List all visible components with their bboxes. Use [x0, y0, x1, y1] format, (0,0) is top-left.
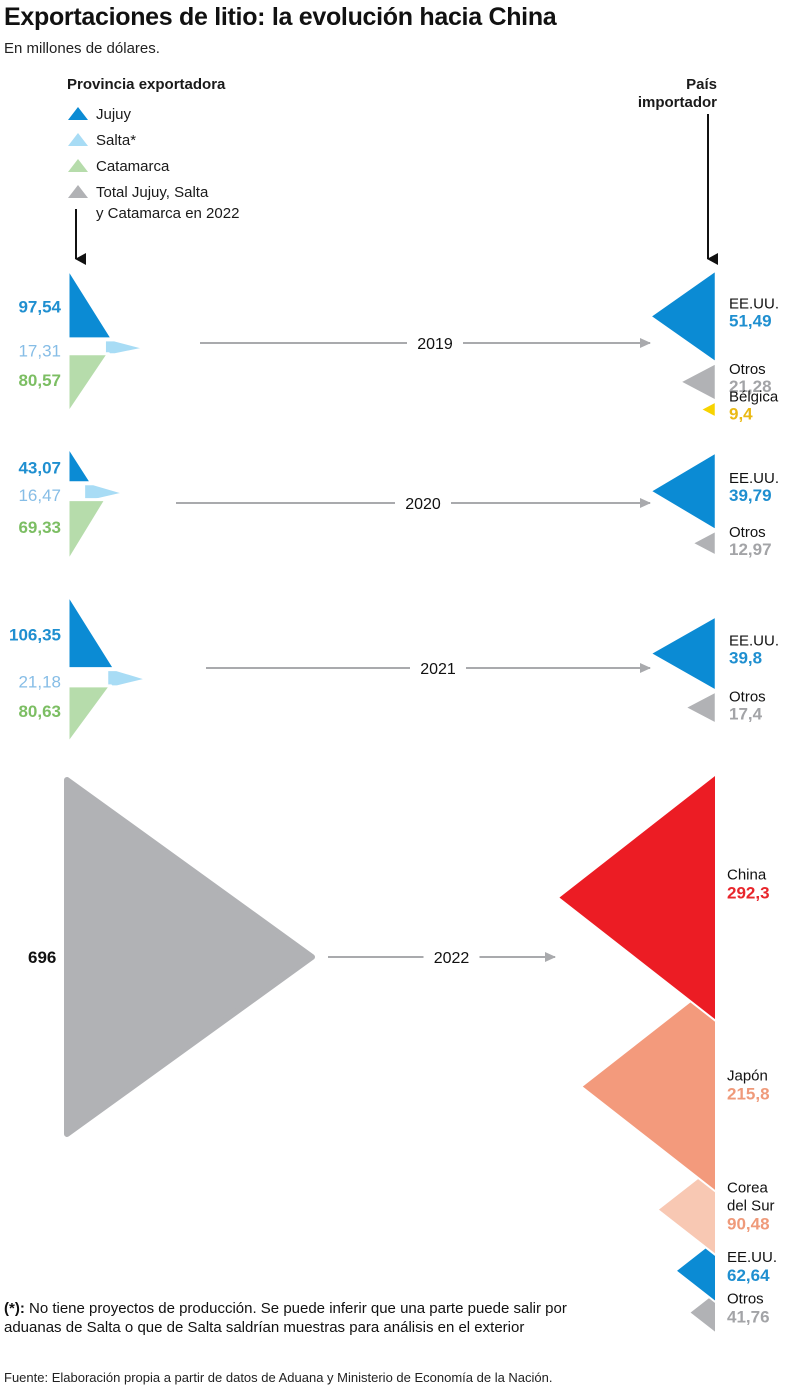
legend-triangle-icon — [68, 185, 88, 198]
exporter-value-label: 97,54 — [18, 297, 61, 316]
importer-name-label: Corea — [727, 1180, 769, 1197]
importer-segment — [683, 689, 718, 726]
exporter-segment-catamarca — [66, 498, 108, 564]
importer-value-label: 12,97 — [729, 540, 772, 559]
importer-name-label: Otros — [729, 689, 766, 706]
importer-name-label: China — [727, 867, 767, 884]
importer-segment — [656, 1162, 717, 1257]
importer-name-label: Otros — [727, 1290, 764, 1307]
footnote-text: No tiene proyectos de producción. Se pue… — [4, 1300, 567, 1336]
exporter-value-label: 106,35 — [9, 625, 61, 644]
importer-segment — [648, 268, 718, 364]
legend-item-salta: Salta* — [66, 130, 136, 151]
importer-segment — [648, 450, 718, 532]
legend-label: Salta* — [96, 132, 137, 149]
year-label: 2019 — [417, 336, 453, 353]
exporter-segment-jujuy — [66, 266, 114, 341]
exporter-value-label: 80,57 — [18, 371, 61, 390]
legend-triangle-icon — [68, 159, 88, 172]
legend-triangle-icon — [68, 107, 88, 120]
importer-name-label: EE.UU. — [729, 470, 779, 487]
chart-subtitle: En millones de dólares. — [4, 40, 160, 57]
exporter-segment-catamarca — [66, 352, 110, 416]
importer-segment — [674, 1238, 717, 1304]
importer-name-label: Otros — [729, 361, 766, 378]
importer-value-label: 51,49 — [729, 311, 772, 330]
importer-name-label: EE.UU. — [729, 295, 779, 312]
importer-name-label: EE.UU. — [727, 1249, 777, 1266]
year-label: 2020 — [405, 496, 441, 513]
exporter-value-label: 16,47 — [18, 486, 61, 505]
legend-item-catamarca: Catamarca — [66, 156, 169, 177]
exporter-segment-salta — [82, 482, 128, 503]
legend-label: Catamarca — [96, 158, 170, 175]
exporter-value-label: 69,33 — [18, 518, 61, 537]
legend-label: Total Jujuy, Salta y Catamarca en 2022 — [96, 184, 240, 222]
importer-segment — [698, 399, 718, 420]
importer-segment — [678, 361, 718, 403]
importer-segment — [556, 773, 717, 1023]
importer-name-label: Otros — [729, 524, 766, 541]
legend-swatch — [68, 159, 88, 172]
legend-item-total: Total Jujuy, Salta y Catamarca en 2022 — [66, 182, 239, 224]
importer-value-label: 9,4 — [729, 405, 753, 424]
legend-title: Provincia exportadora — [67, 76, 226, 93]
importer-name-label: del Sur — [727, 1198, 775, 1215]
legend-label: Jujuy — [96, 106, 132, 123]
footnote-marker: (*): — [4, 1300, 25, 1317]
exporter-segment-jujuy — [66, 444, 94, 485]
exporter-value-label: 43,07 — [18, 458, 61, 477]
footnote: (*): No tiene proyectos de producción. S… — [4, 1299, 604, 1337]
exporter-segment-total — [64, 777, 315, 1137]
importer-segment — [580, 980, 717, 1193]
exporter-segment-salta — [105, 668, 151, 689]
exporter-value-label: 21,18 — [18, 672, 61, 691]
legend-swatch — [68, 107, 88, 120]
importer-value-label: 292,3 — [727, 884, 770, 903]
importer-value-label: 41,76 — [727, 1307, 770, 1326]
importer-value-label: 62,64 — [727, 1266, 770, 1285]
importer-value-label: 21,28 — [729, 377, 772, 396]
importer-value-label: 39,79 — [729, 486, 772, 505]
importer-value-label: 17,4 — [729, 705, 763, 724]
source-note: Fuente: Elaboración propia a partir de d… — [4, 1370, 553, 1385]
importer-name-label: Bélgica — [729, 389, 779, 406]
importer-segment — [648, 614, 718, 693]
importer-value-label: 39,8 — [729, 649, 762, 668]
importer-title: País importador — [637, 76, 717, 111]
importer-segment — [687, 1290, 717, 1335]
importer-value-label: 90,48 — [727, 1215, 770, 1234]
year-label: 2021 — [420, 661, 456, 678]
exporter-value-label: 80,63 — [18, 702, 61, 721]
exporter-value-label: 17,31 — [18, 341, 61, 360]
exporter-segment-catamarca — [66, 684, 113, 746]
legend-triangle-icon — [68, 133, 88, 146]
year-group-2019: 97,54 17,31 80,57 2019 EE.UU.51,49 Otros21,28… — [18, 266, 779, 424]
importer-segment — [690, 529, 718, 558]
importer-name-label: Japón — [727, 1068, 768, 1085]
legend-swatch — [68, 185, 88, 198]
exporter-value-label: 696 — [28, 948, 56, 967]
importer-value-label: 215,8 — [727, 1085, 770, 1104]
year-label: 2022 — [434, 950, 470, 967]
legend-item-jujuy: Jujuy — [66, 104, 131, 125]
exporter-segment-salta — [102, 338, 148, 357]
chart-title: Exportaciones de litio: la evolución hac… — [4, 3, 557, 31]
legend-swatch — [68, 133, 88, 146]
exporter-segment-jujuy — [66, 592, 117, 671]
importer-name-label: EE.UU. — [729, 633, 779, 650]
